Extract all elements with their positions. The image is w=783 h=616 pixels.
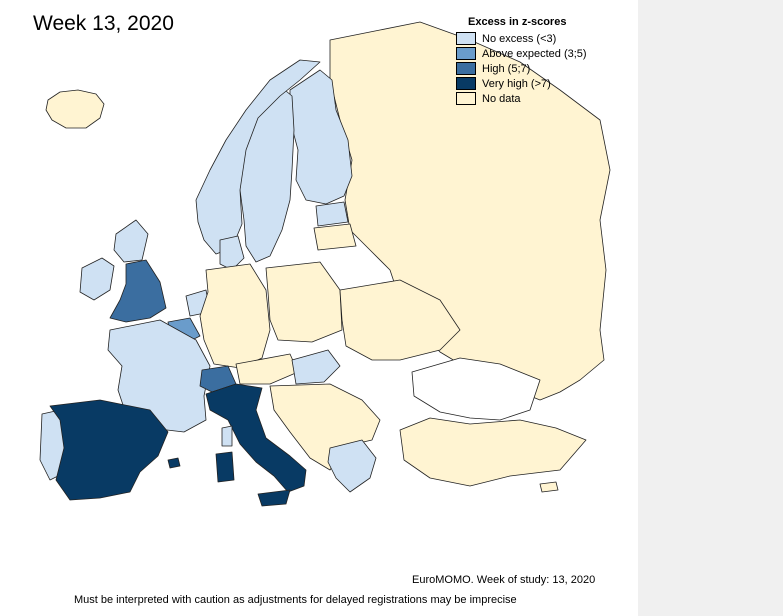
region-corsica bbox=[221, 425, 233, 447]
region-ireland bbox=[79, 257, 115, 301]
region-austria bbox=[235, 353, 299, 385]
region-estonia bbox=[315, 201, 349, 227]
legend-swatch bbox=[456, 92, 476, 105]
region-hungary bbox=[291, 349, 341, 385]
region-latvia bbox=[313, 223, 357, 251]
legend-swatch bbox=[456, 77, 476, 90]
region-england bbox=[109, 259, 167, 323]
legend-item: High (5;7) bbox=[456, 61, 587, 76]
region-turkey bbox=[399, 417, 587, 487]
map-title: Week 13, 2020 bbox=[33, 12, 174, 35]
region-spain bbox=[49, 399, 169, 501]
legend-swatch bbox=[456, 32, 476, 45]
outer-background bbox=[638, 0, 783, 616]
legend-label: Above expected (3;5) bbox=[482, 47, 587, 60]
region-denmark bbox=[219, 235, 245, 271]
region-sicily bbox=[257, 489, 291, 507]
legend-title: Excess in z-scores bbox=[468, 16, 567, 28]
region-black-sea bbox=[411, 357, 541, 421]
legend: Excess in z-scores No excess (<3) Above … bbox=[456, 16, 587, 106]
legend-swatch bbox=[456, 47, 476, 60]
legend-label: Very high (>7) bbox=[482, 77, 551, 90]
source-note: EuroMOMO. Week of study: 13, 2020 bbox=[412, 574, 596, 586]
legend-label: No excess (<3) bbox=[482, 32, 557, 45]
legend-label: No data bbox=[482, 92, 521, 105]
region-germany bbox=[199, 263, 271, 369]
region-cyprus bbox=[539, 481, 559, 493]
region-ukraine bbox=[339, 279, 461, 361]
caveat-note: Must be interpreted with caution as adju… bbox=[74, 594, 517, 606]
region-iceland bbox=[45, 89, 105, 129]
region-sardinia bbox=[215, 451, 235, 483]
region-france bbox=[107, 319, 211, 433]
legend-item: No excess (<3) bbox=[456, 31, 587, 46]
region-norway bbox=[195, 59, 321, 255]
region-balearic bbox=[167, 457, 181, 469]
region-russia bbox=[329, 21, 611, 401]
legend-item: Above expected (3;5) bbox=[456, 46, 587, 61]
europe-map bbox=[39, 21, 611, 507]
region-poland bbox=[265, 261, 343, 343]
legend-swatch bbox=[456, 62, 476, 75]
region-greece bbox=[327, 439, 377, 493]
region-finland bbox=[289, 69, 353, 205]
legend-item: No data bbox=[456, 91, 587, 106]
legend-label: High (5;7) bbox=[482, 62, 531, 75]
legend-item: Very high (>7) bbox=[456, 76, 587, 91]
region-scotland bbox=[113, 219, 149, 263]
